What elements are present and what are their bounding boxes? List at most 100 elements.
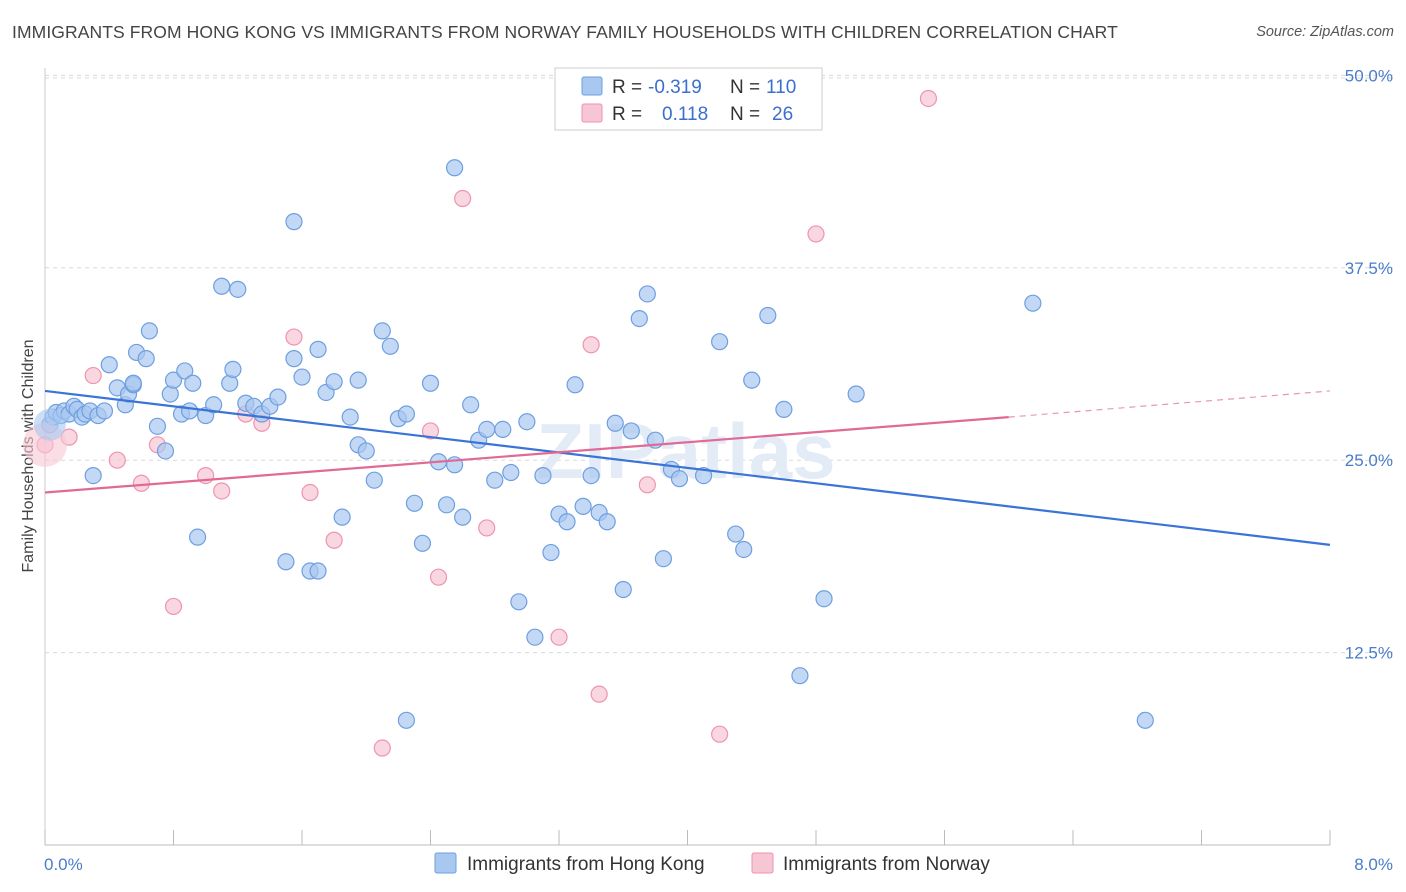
hongkong-point-97	[759, 306, 777, 325]
legend-r-label-1: R =	[612, 77, 642, 98]
hongkong-point-35	[224, 360, 242, 378]
norway-point-19	[550, 628, 568, 646]
hongkong-point-99	[791, 667, 809, 685]
norway-point-11	[285, 328, 303, 346]
hongkong-point-78	[566, 376, 584, 394]
y-tick-label-0: 12.5%	[1345, 644, 1393, 663]
hongkong-point-59	[413, 534, 432, 552]
norway-point-17	[454, 189, 472, 208]
hongkong-point-20	[137, 350, 155, 368]
legend-swatch-norway	[581, 103, 603, 123]
hongkong-point-69	[494, 420, 512, 439]
hongkong-point-43	[285, 350, 303, 368]
hongkong-point-71	[510, 593, 528, 611]
hongkong-point-52	[357, 442, 375, 460]
norway-point-24	[807, 225, 825, 243]
norway-point-21	[590, 685, 608, 703]
hongkong-point-44	[293, 368, 311, 386]
series-legend: Immigrants from Hong Kong Immigrants fro…	[434, 852, 990, 875]
hongkong-point-94	[727, 525, 745, 543]
correlation-legend: R = -0.319 N = 110 R = 0.118 N = 26	[554, 67, 823, 131]
hongkong-point-64	[454, 508, 472, 526]
legend-n-label-1: N =	[730, 77, 760, 98]
hongkong-point-85	[622, 422, 640, 440]
norway-point-4	[132, 474, 150, 492]
hongkong-point-101	[847, 385, 865, 403]
hongkong-point-65	[462, 396, 480, 414]
hongkong-point-29	[184, 374, 202, 392]
hongkong-point-87	[638, 285, 656, 303]
hongkong-trend-line	[44, 389, 1331, 546]
hongkong-point-93	[711, 333, 729, 351]
hongkong-point-46	[309, 340, 327, 358]
legend-n-value-1: 110	[766, 77, 796, 98]
legend-n-label-2: N =	[730, 104, 760, 125]
hongkong-point-55	[381, 337, 399, 355]
norway-point-16	[429, 568, 448, 586]
hongkong-point-14	[100, 356, 118, 374]
chart-source: Source: ZipAtlas.com	[1256, 24, 1394, 40]
hongkong-point-48	[325, 373, 343, 391]
hongkong-point-27	[176, 362, 194, 380]
hongkong-point-50	[341, 408, 359, 426]
hongkong-point-13	[95, 402, 114, 420]
legend-r-label-2: R =	[612, 104, 642, 125]
y-tick-label-3: 50.0%	[1345, 66, 1393, 85]
hongkong-point-28	[180, 402, 199, 420]
legend-r-value-1: -0.319	[648, 77, 702, 98]
hongkong-point-58	[405, 494, 424, 512]
hongkong-point-104	[397, 711, 416, 729]
hongkong-point-25	[164, 371, 183, 389]
legend-swatch-hongkong	[581, 76, 603, 96]
hongkong-point-large	[33, 408, 66, 441]
hongkong-point-77	[558, 513, 576, 531]
hongkong-point-57	[397, 405, 416, 423]
norway-point-8	[213, 482, 231, 500]
y-tick-labels: 12.5% 25.0% 37.5% 50.0%	[1345, 66, 1393, 662]
hongkong-point-54	[373, 322, 391, 340]
hongkong-point-80	[582, 466, 600, 485]
hongkong-point-41	[269, 388, 287, 406]
norway-point-2	[84, 366, 102, 385]
chart-title: IMMIGRANTS FROM HONG KONG VS IMMIGRANTS …	[12, 22, 1118, 42]
hongkong-point-32	[205, 396, 223, 414]
norway-point-3	[108, 451, 126, 469]
hongkong-point-33	[213, 277, 231, 295]
x-tick-labels: 0.0% 8.0%	[44, 855, 1393, 874]
x-tick-label-0: 0.0%	[44, 855, 83, 874]
hongkong-point-22	[148, 417, 167, 435]
hongkong-point-102	[1024, 294, 1042, 312]
hongkong-point-108	[445, 159, 464, 177]
legend-n-value-2: 26	[772, 104, 793, 125]
hongkong-point-68	[486, 471, 504, 489]
bottom-legend-swatch-norway	[751, 852, 774, 874]
hongkong-point-75	[542, 543, 560, 562]
norway-point-20	[582, 336, 600, 354]
hongkong-point-60	[421, 374, 440, 392]
hongkong-point-96	[743, 371, 761, 389]
norway-point-23	[711, 725, 729, 743]
bottom-legend-swatch-hongkong	[434, 852, 457, 874]
data-points	[23, 89, 1154, 757]
norway-point-12	[301, 483, 319, 502]
hongkong-point-62	[437, 496, 456, 514]
hongkong-point-11	[84, 466, 102, 485]
hongkong-point-70	[502, 463, 520, 482]
hongkong-point-36	[229, 280, 247, 298]
hongkong-point-30	[188, 528, 207, 546]
hongkong-point-109	[285, 213, 303, 231]
hongkong-point-67	[478, 420, 496, 439]
bottom-legend-label-hongkong: Immigrants from Hong Kong	[467, 854, 705, 875]
hongkong-point-83	[606, 414, 624, 432]
hongkong-point-89	[654, 550, 673, 568]
hongkong-point-74	[534, 466, 552, 485]
hongkong-point-92	[694, 466, 713, 485]
y-tick-label-2: 37.5%	[1345, 259, 1393, 278]
gridlines	[45, 74, 1395, 654]
hongkong-point-73	[526, 628, 544, 646]
hongkong-point-21	[140, 322, 159, 340]
hongkong-point-106	[124, 374, 142, 392]
legend-r-value-2: 0.118	[662, 104, 708, 125]
hongkong-point-107	[349, 371, 367, 389]
